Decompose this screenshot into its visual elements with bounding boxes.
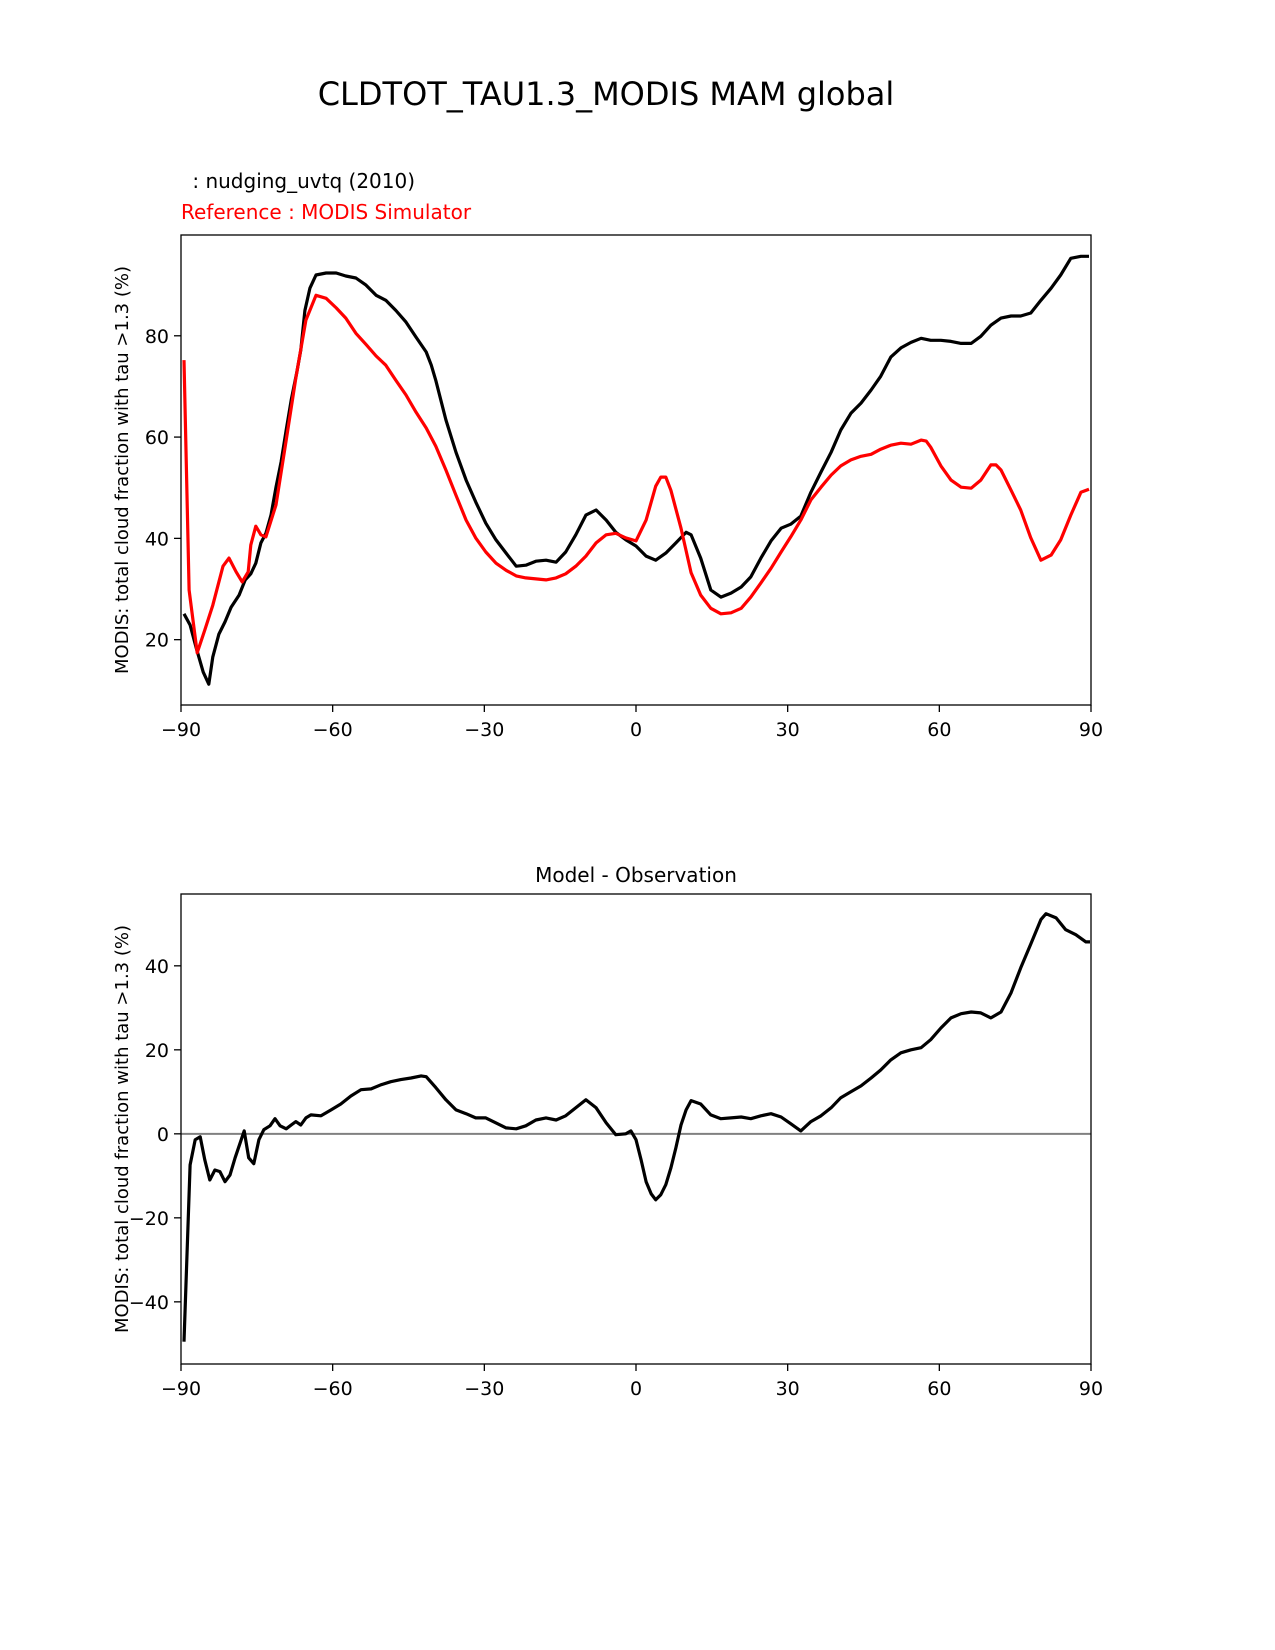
bottom-panel-xtick-label: −30 [464, 1378, 504, 1400]
top-panel-xtick-label: −60 [313, 719, 353, 741]
bottom-panel-title: Model - Observation [535, 863, 737, 887]
bottom-panel-ytick-label: 20 [145, 1040, 169, 1062]
figure-title: CLDTOT_TAU1.3_MODIS MAM global [318, 75, 895, 113]
bottom-panel-series-0-line [182, 912, 1090, 1342]
top-panel-series-0-line [182, 254, 1089, 686]
bottom-panel-xtick-label: −90 [161, 1378, 201, 1400]
top-panel-ylabel: MODIS: total cloud fraction with tau >1.… [112, 266, 133, 674]
bottom-panel-ytick-label: −20 [129, 1208, 169, 1230]
bottom-panel-xtick-label: −60 [313, 1378, 353, 1400]
bottom-panel-xtick-label: 60 [927, 1378, 951, 1400]
top-panel-xtick-label: 0 [630, 719, 642, 741]
top-panel-xtick-label: 60 [927, 719, 951, 741]
top-panel-ytick-label: 40 [145, 528, 169, 550]
bottom-panel: −90 −60 −30 0 30 60 90 −40 −20 0 20 40 MODIS: total … [112, 893, 1103, 1400]
bottom-panel-xtick-label: 30 [776, 1378, 800, 1400]
bottom-panel-ytick-label: 0 [157, 1124, 169, 1146]
top-panel-ytick-label: 60 [145, 427, 169, 449]
subtitle-reference: Reference : MODIS Simulator [181, 200, 472, 224]
top-panel-xtick-label: 30 [776, 719, 800, 741]
top-panel-ytick-label: 20 [145, 630, 169, 652]
bottom-panel-ylabel: MODIS: total cloud fraction with tau >1.… [112, 925, 133, 1333]
subtitle-model: : nudging_uvtq (2010) [186, 169, 415, 193]
top-panel: −90 −60 −30 0 30 60 90 20 40 60 80 MODIS: total clo… [112, 234, 1103, 741]
bottom-panel-xtick-label: 90 [1079, 1378, 1103, 1400]
bottom-panel-axes-frame [180, 893, 1092, 1365]
top-panel-xtick-label: −30 [464, 719, 504, 741]
top-panel-series-1-line [182, 293, 1090, 655]
bottom-panel-ytick-label: 40 [145, 956, 169, 978]
top-panel-axes-frame [180, 234, 1092, 706]
bottom-panel-ytick-label: −40 [129, 1292, 169, 1314]
top-panel-ytick-label: 80 [145, 326, 169, 348]
bottom-panel-xtick-label: 0 [630, 1378, 642, 1400]
top-panel-xtick-label: 90 [1079, 719, 1103, 741]
top-panel-xtick-label: −90 [161, 719, 201, 741]
